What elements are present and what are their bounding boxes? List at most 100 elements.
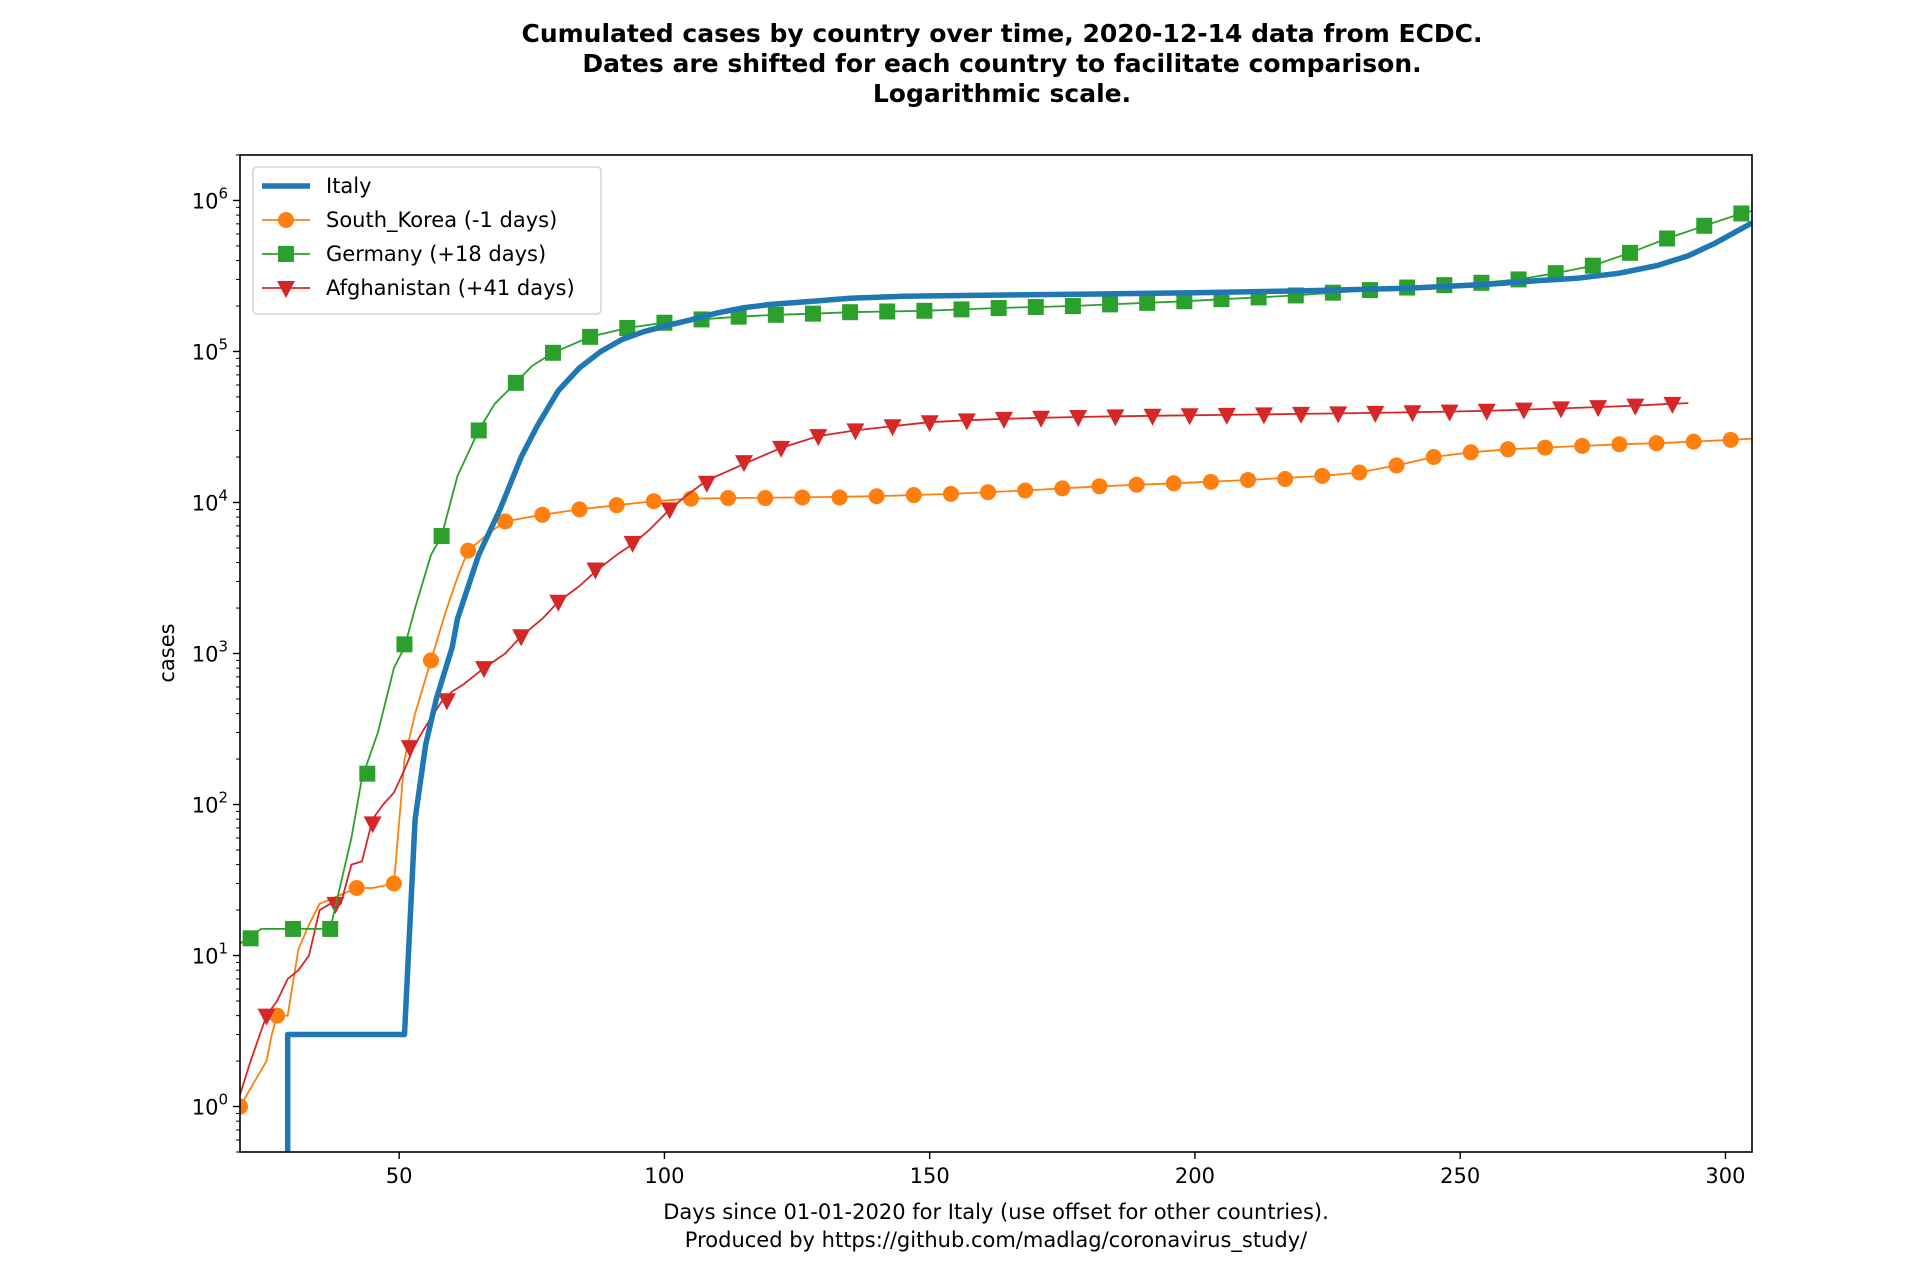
data-point [363,816,382,834]
data-point [1589,400,1608,418]
data-point [240,1098,248,1115]
data-point [400,740,419,758]
data-point [1477,403,1496,421]
legend-label: Afghanistan (+41 days) [326,276,575,300]
x-tick-label: 150 [910,1164,950,1188]
data-point [1366,405,1385,423]
legend-box [252,166,602,315]
series-line [284,220,1752,1152]
data-point [804,305,821,322]
x-tick-label: 100 [644,1164,684,1188]
data-point [1314,467,1331,484]
legend-entry: Afghanistan (+41 days) [262,276,575,300]
data-point [1165,475,1182,492]
data-point [257,1008,276,1026]
data-point [1584,257,1601,274]
data-point [534,506,551,523]
data-point [1552,401,1571,419]
data-point [396,636,413,653]
data-point [1102,296,1119,313]
data-point [549,594,568,612]
data-point [757,490,774,507]
data-point [1659,230,1676,247]
data-point [1574,437,1591,454]
chart-title-line-2: Dates are shifted for each country to fa… [582,49,1421,78]
data-point [942,485,959,502]
y-tick-label: 103 [192,638,228,667]
data-point [842,304,859,321]
data-point [772,440,791,458]
data-point [512,629,531,647]
data-point [1180,408,1199,426]
data-point [1648,435,1665,452]
data-point [242,930,259,947]
data-point [1128,476,1145,493]
y-axis: 100 101 102 103 104 105 106 [192,154,240,1153]
data-point [1440,404,1459,422]
legend-entry: Germany (+18 days) [262,242,546,266]
data-point [697,475,716,493]
data-point [883,419,902,437]
data-point [1032,410,1051,428]
data-point [809,429,828,447]
data-point [1626,398,1645,416]
data-point [905,487,922,504]
data-point [767,306,784,323]
data-point [916,302,933,319]
data-point [1733,205,1750,222]
x-axis-label-line-2: Produced by https://github.com/madlag/co… [685,1228,1308,1253]
y-tick-label: 106 [192,184,228,213]
y-tick-label: 102 [192,789,228,818]
data-point [433,527,450,544]
data-point [1462,444,1479,461]
series-layer [240,205,1752,1152]
y-tick-label: 101 [192,940,228,969]
chart-title: Cumulated cases by country over time, 20… [521,19,1482,108]
data-point [1277,471,1294,488]
data-point [1027,299,1044,316]
data-point [1611,436,1628,453]
data-point [348,880,365,897]
data-point [957,413,976,431]
data-point [460,542,477,559]
data-point [1537,439,1554,456]
chart-title-line-1: Cumulated cases by country over time, 20… [521,19,1482,48]
data-point [1514,402,1533,420]
data-point [385,875,402,892]
data-point [1213,291,1230,308]
legend-marker [278,246,294,262]
data-point [1106,409,1125,427]
data-point [846,423,865,441]
legend-label: South_Korea (-1 days) [326,208,557,233]
data-point [645,493,662,510]
y-tick-label: 105 [192,335,228,364]
data-point [1292,406,1311,424]
data-point [571,501,588,518]
data-point [1139,294,1156,311]
x-axis-label-line-1: Days since 01-01-2020 for Italy (use off… [663,1200,1329,1224]
data-point [1663,396,1682,414]
data-point [507,374,524,391]
data-point [1329,406,1348,424]
legend-label: Germany (+18 days) [326,242,546,266]
data-point [994,411,1013,429]
data-point [1254,407,1273,425]
data-point [1091,478,1108,495]
data-point [1069,410,1088,428]
data-point [322,920,339,937]
data-point [422,652,439,669]
data-point [660,502,679,520]
data-point [868,488,885,505]
data-point [720,490,737,507]
x-tick-label: 50 [386,1164,413,1188]
data-point [359,765,376,782]
data-point [545,344,562,361]
data-point [1240,471,1256,488]
data-point [831,489,848,506]
data-point [475,661,494,679]
chart-title-line-3: Logarithmic scale. [873,79,1131,108]
data-point [920,415,939,433]
y-tick-label: 100 [192,1091,228,1120]
